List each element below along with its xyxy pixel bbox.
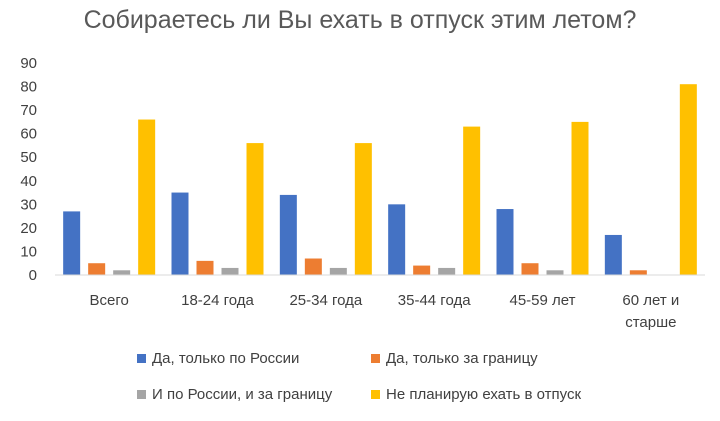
x-category-label: 35-44 года <box>398 292 471 309</box>
legend-item-abroad: Да, только за границу <box>371 350 538 367</box>
y-tick-label: 40 <box>20 173 37 190</box>
bars <box>63 84 697 276</box>
legend-swatch-both <box>137 390 146 399</box>
bar <box>138 119 156 276</box>
legend-item-russia: Да, только по России <box>137 350 299 367</box>
y-axis-ticks: 0 10 20 30 40 50 60 70 80 90 <box>20 55 37 284</box>
bar <box>546 270 564 275</box>
y-tick-label: 50 <box>20 149 37 166</box>
bar <box>304 258 322 275</box>
y-tick-label: 80 <box>20 79 37 96</box>
bar <box>113 270 131 275</box>
y-tick-label: 90 <box>20 55 37 72</box>
bar <box>88 263 106 275</box>
bar <box>571 121 589 275</box>
bar <box>63 211 81 275</box>
bar <box>329 267 347 275</box>
legend-label-russia: Да, только по России <box>152 350 300 367</box>
legend-swatch-no-vacation <box>371 390 380 399</box>
x-category-label: 60 лет и <box>622 292 679 309</box>
bar <box>279 194 297 275</box>
bar <box>221 267 239 275</box>
x-category-label: 18-24 года <box>181 292 254 309</box>
bar <box>246 143 264 275</box>
y-tick-label: 20 <box>20 220 37 237</box>
bar <box>463 126 481 275</box>
legend-label-both: И по России, и за границу <box>152 386 333 403</box>
legend-swatch-russia <box>137 354 146 363</box>
x-axis-categories: Всего 18-24 года 25-34 года 35-44 года 45-59… <box>89 292 679 331</box>
y-tick-label: 30 <box>20 196 37 213</box>
legend-swatch-abroad <box>371 354 380 363</box>
y-tick-label: 0 <box>29 267 37 284</box>
legend-item-no-vacation: Не планирую ехать в отпуск <box>371 386 581 403</box>
y-tick-label: 60 <box>20 126 37 143</box>
legend-item-both: И по России, и за границу <box>137 386 332 403</box>
bar <box>413 265 431 275</box>
bar <box>196 260 214 275</box>
bar <box>438 267 456 275</box>
bar <box>496 209 514 275</box>
chart-title: Собираетесь ли Вы ехать в отпуск этим ле… <box>83 6 637 34</box>
bar <box>629 270 647 275</box>
x-category-label: 25-34 года <box>289 292 362 309</box>
bar <box>521 263 539 275</box>
legend-label-no-vacation: Не планирую ехать в отпуск <box>386 386 582 403</box>
bar <box>604 234 622 275</box>
bar <box>388 204 406 275</box>
bar <box>171 192 189 275</box>
x-category-label: 45-59 лет <box>510 292 576 309</box>
x-category-label: старше <box>625 314 676 331</box>
bar <box>354 143 372 275</box>
bar <box>679 84 697 275</box>
y-tick-label: 70 <box>20 102 37 119</box>
legend-label-abroad: Да, только за границу <box>386 350 538 367</box>
y-tick-label: 10 <box>20 243 37 260</box>
x-category-label: Всего <box>89 292 128 309</box>
